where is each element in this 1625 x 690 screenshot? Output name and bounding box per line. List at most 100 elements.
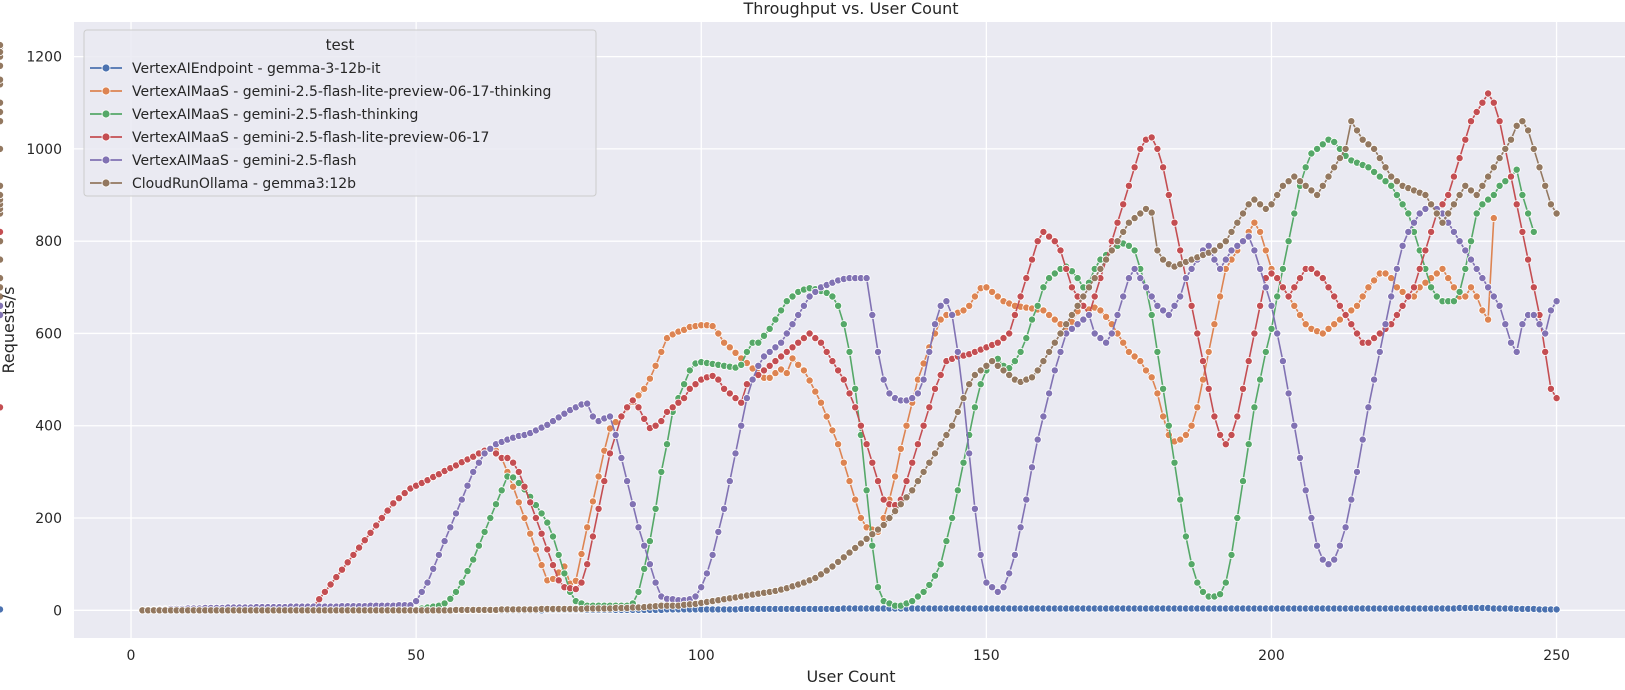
- data-point: [896, 500, 905, 509]
- data-point: [1256, 264, 1265, 273]
- data-point: [913, 477, 922, 486]
- legend-swatch-marker: [101, 63, 111, 73]
- data-point: [691, 592, 700, 601]
- data-point: [839, 458, 848, 467]
- data-point: [1478, 98, 1487, 107]
- data-point: [1358, 292, 1367, 301]
- data-point: [1541, 347, 1550, 356]
- data-point: [925, 347, 934, 356]
- data-point: [0, 41, 4, 50]
- data-point: [1364, 140, 1373, 149]
- data-point: [1204, 384, 1213, 393]
- y-tick-label: 400: [35, 419, 62, 435]
- data-point: [760, 366, 769, 375]
- data-point: [1227, 550, 1236, 559]
- data-point: [463, 481, 472, 490]
- data-point: [913, 389, 922, 398]
- data-point: [491, 500, 500, 509]
- data-point: [1261, 283, 1270, 292]
- data-point: [1381, 163, 1390, 172]
- data-point: [0, 255, 4, 264]
- data-point: [583, 523, 592, 532]
- data-point: [936, 440, 945, 449]
- data-point: [594, 472, 603, 481]
- data-point: [1427, 283, 1436, 292]
- data-point: [879, 521, 888, 530]
- data-point: [337, 565, 346, 574]
- data-point: [663, 334, 672, 343]
- data-point: [1039, 306, 1048, 315]
- data-point: [451, 587, 460, 596]
- data-point: [1455, 287, 1464, 296]
- data-point: [1467, 186, 1476, 195]
- data-point: [1375, 347, 1384, 356]
- data-point: [993, 361, 1002, 370]
- data-point: [1199, 587, 1208, 596]
- data-point: [1210, 412, 1219, 421]
- data-point: [1221, 440, 1230, 449]
- data-point: [623, 477, 632, 486]
- data-point: [1398, 287, 1407, 296]
- data-point: [486, 514, 495, 523]
- data-point: [794, 338, 803, 347]
- data-point: [731, 394, 740, 403]
- data-point: [805, 329, 814, 338]
- data-point: [1147, 292, 1156, 301]
- data-point: [537, 561, 546, 570]
- data-point: [754, 361, 763, 370]
- y-tick-label: 0: [53, 603, 62, 619]
- data-point: [879, 375, 888, 384]
- data-point: [560, 409, 569, 418]
- data-point: [1541, 329, 1550, 338]
- data-point: [1296, 274, 1305, 283]
- data-point: [509, 473, 518, 482]
- data-point: [931, 384, 940, 393]
- data-point: [1153, 347, 1162, 356]
- data-point: [896, 444, 905, 453]
- data-point: [1153, 144, 1162, 153]
- data-point: [868, 530, 877, 539]
- data-point: [845, 548, 854, 557]
- data-point: [543, 518, 552, 527]
- legend-label: VertexAIMaaS - gemini-2.5-flash-lite-pre…: [132, 84, 551, 100]
- data-point: [1335, 154, 1344, 163]
- data-point: [440, 537, 449, 546]
- data-point: [469, 555, 478, 564]
- data-point: [725, 477, 734, 486]
- data-point: [383, 506, 392, 515]
- data-point: [514, 498, 523, 507]
- data-point: [1028, 373, 1037, 382]
- data-point: [1455, 237, 1464, 246]
- data-point: [1284, 177, 1293, 186]
- data-point: [1005, 329, 1014, 338]
- data-point: [1324, 324, 1333, 333]
- data-point: [480, 527, 489, 536]
- data-point: [588, 497, 597, 506]
- data-point: [1090, 329, 1099, 338]
- data-point: [742, 394, 751, 403]
- data-point: [1124, 347, 1133, 356]
- data-point: [349, 550, 358, 559]
- data-point: [463, 567, 472, 576]
- data-point: [651, 421, 660, 430]
- data-point: [1090, 274, 1099, 283]
- data-point: [1489, 98, 1498, 107]
- data-point: [965, 301, 974, 310]
- data-point: [549, 561, 558, 570]
- data-point: [794, 310, 803, 319]
- data-point: [1507, 172, 1516, 181]
- data-point: [1455, 190, 1464, 199]
- data-point: [1147, 208, 1156, 217]
- data-point: [1096, 334, 1105, 343]
- data-point: [1181, 430, 1190, 439]
- data-point: [1358, 435, 1367, 444]
- data-point: [1467, 283, 1476, 292]
- data-point: [1489, 214, 1498, 223]
- data-point: [777, 365, 786, 374]
- data-point: [993, 292, 1002, 301]
- data-point: [760, 352, 769, 361]
- data-point: [1444, 209, 1453, 218]
- data-point: [1290, 421, 1299, 430]
- data-point: [645, 537, 654, 546]
